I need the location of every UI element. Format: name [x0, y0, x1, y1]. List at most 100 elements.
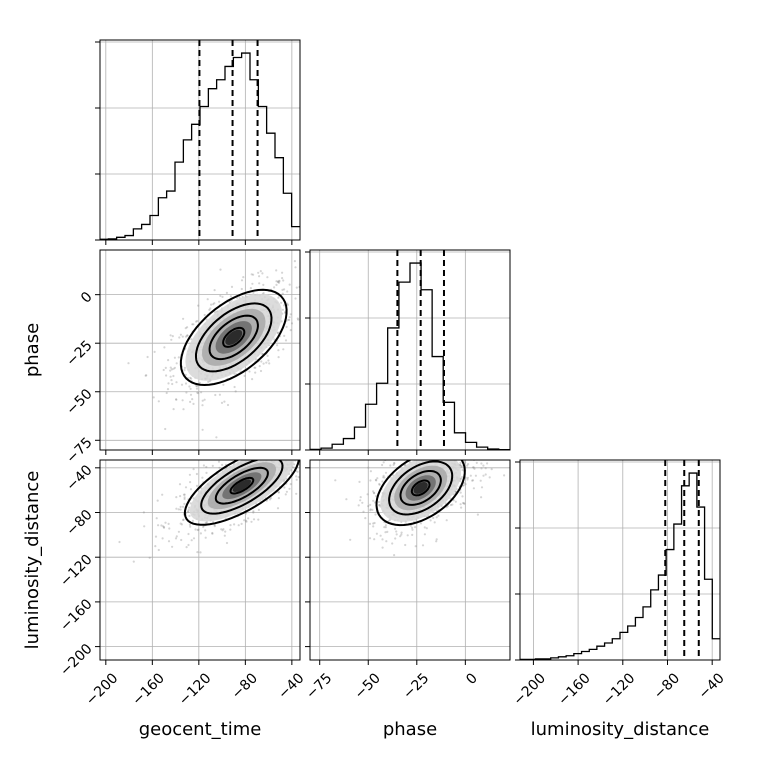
sample-point: [171, 382, 174, 386]
sample-point: [187, 532, 190, 536]
sample-point: [459, 503, 462, 506]
sample-point: [439, 446, 441, 448]
sample-point: [306, 454, 308, 456]
sample-point: [280, 452, 282, 454]
sample-point: [195, 484, 199, 487]
sample-point: [374, 513, 377, 516]
sample-point: [294, 423, 296, 425]
sample-point: [212, 303, 215, 306]
sample-point: [271, 456, 273, 458]
sample-point: [295, 478, 298, 481]
sample-point: [294, 266, 297, 269]
sample-point: [278, 458, 280, 460]
sample-point: [400, 531, 403, 534]
sample-point: [437, 514, 440, 517]
sample-point: [278, 442, 280, 444]
sample-point: [273, 442, 275, 444]
sample-point: [301, 433, 303, 435]
sample-point: [293, 260, 296, 263]
sample-point: [279, 444, 281, 446]
y-tick-label: −40: [63, 462, 95, 494]
sample-point: [195, 472, 198, 476]
sample-point: [179, 333, 182, 336]
sample-point: [391, 542, 394, 545]
sample-point: [195, 320, 198, 323]
sample-point: [379, 534, 382, 537]
sample-point: [199, 532, 202, 535]
sample-point: [259, 369, 263, 373]
sample-point: [276, 447, 278, 449]
sample-point: [250, 273, 253, 276]
sample-point: [175, 496, 178, 499]
sample-point: [381, 546, 384, 549]
sample-point: [259, 456, 261, 458]
sample-point: [279, 453, 281, 455]
sample-point: [435, 452, 437, 454]
sample-point: [286, 290, 289, 293]
sample-point: [184, 373, 187, 376]
sample-point: [270, 455, 272, 457]
y-tick-label: −75: [63, 435, 95, 467]
sample-point: [188, 523, 191, 526]
sample-point: [283, 304, 286, 307]
sample-point: [259, 270, 262, 273]
sample-point: [148, 556, 151, 559]
sample-point: [304, 292, 306, 294]
sample-point: [248, 456, 250, 458]
sample-point: [317, 453, 319, 455]
sample-point: [283, 334, 286, 337]
sample-point: [484, 473, 487, 476]
sample-point: [157, 548, 160, 552]
sample-point: [276, 507, 280, 510]
sample-point: [127, 362, 130, 365]
sample-point: [185, 391, 188, 394]
sample-point: [332, 457, 334, 459]
sample-point: [143, 525, 146, 528]
sample-point: [419, 522, 423, 525]
x-axis-label-luminosity_distance: luminosity_distance: [531, 719, 710, 740]
sample-point: [423, 533, 426, 536]
sample-point: [283, 486, 286, 489]
sample-point: [195, 384, 198, 387]
sample-point: [435, 540, 438, 543]
sample-point: [252, 510, 255, 513]
sample-point: [441, 454, 443, 456]
sample-point: [277, 281, 281, 284]
sample-point: [199, 551, 202, 554]
sample-point: [192, 468, 195, 471]
sample-point: [425, 527, 428, 530]
hist-panel-phase: [305, 249, 511, 455]
sample-point: [366, 493, 369, 496]
sample-point: [192, 402, 195, 405]
sample-point: [408, 457, 410, 459]
sample-point: [267, 359, 270, 362]
sample-point: [203, 313, 206, 317]
sample-point: [277, 331, 280, 334]
sample-point: [164, 521, 167, 524]
sample-point: [438, 452, 440, 454]
sample-point: [302, 324, 304, 326]
sample-point: [181, 505, 185, 508]
x-tick-label: −120: [600, 670, 639, 709]
sample-point: [277, 491, 280, 494]
sample-point: [349, 538, 352, 541]
sample-point: [205, 521, 208, 524]
sample-point: [406, 534, 409, 537]
x-tick-label: 0: [463, 670, 481, 688]
sample-point: [182, 317, 185, 320]
sample-point: [474, 474, 477, 477]
panel-frame: [99, 459, 301, 661]
sample-point: [180, 538, 183, 542]
sample-point: [411, 528, 414, 531]
y-tick-label: 0: [78, 289, 96, 307]
sample-point: [186, 334, 189, 337]
sample-point: [378, 504, 381, 507]
sample-point: [295, 443, 297, 445]
sample-point: [395, 533, 398, 536]
sample-point: [294, 444, 296, 446]
sample-point: [237, 524, 240, 527]
sample-point: [303, 446, 305, 448]
sample-point: [326, 461, 328, 463]
sample-point: [306, 421, 308, 423]
sample-point: [284, 493, 287, 496]
